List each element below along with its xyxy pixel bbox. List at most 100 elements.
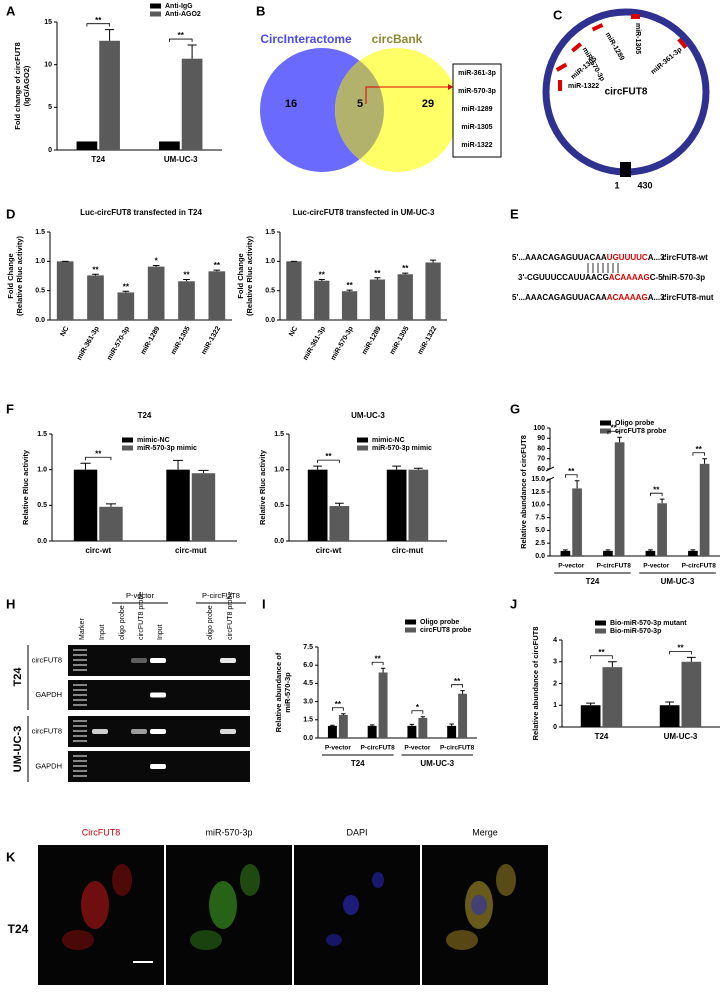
lane-label: circFUT8 probe (227, 592, 234, 640)
legend-label: miR-570-3p mimic (137, 445, 197, 452)
cell-line-label: UM-UC-3 (12, 726, 24, 772)
x-tick-label: P-vector (404, 745, 430, 752)
venn-overlap (335, 48, 384, 172)
significance: * (155, 257, 159, 266)
x-tick-label: miR-361-3p (76, 325, 101, 361)
row-label: GAPDH (35, 761, 62, 770)
y-tick-label: 3.0 (303, 698, 313, 705)
bar (659, 705, 680, 727)
bar (147, 266, 165, 320)
panel-label: G (510, 401, 520, 416)
bar (408, 469, 429, 541)
legend-swatch (595, 620, 606, 626)
gel-band (131, 658, 147, 663)
y-tick-label: 60 (537, 466, 545, 473)
legend-swatch (150, 3, 161, 9)
ladder-band (73, 735, 87, 737)
bar (99, 40, 120, 151)
significance: * (416, 703, 420, 712)
x-tick-label: P-circFUT8 (682, 563, 717, 570)
y-axis-label: (Relative Rluc activity) (245, 235, 254, 316)
bar (386, 469, 407, 541)
y-axis-label: Relative abundance of circFUT8 (531, 627, 540, 741)
junction (620, 162, 631, 177)
lane-group: P-circFUT8 (202, 591, 240, 600)
y-axis-label: Fold Change (236, 253, 245, 298)
x-tick-label: P-vector (643, 563, 669, 570)
ladder-band (73, 725, 87, 727)
bar (56, 261, 74, 320)
position-label: 430 (637, 180, 652, 190)
x-tick-label: miR-570-3p (106, 325, 131, 361)
x-tick-label: T24 (595, 732, 609, 741)
error-bar (213, 269, 221, 272)
y-tick-label: 1.0 (37, 467, 47, 474)
bar (181, 58, 203, 151)
error-bar (392, 465, 401, 470)
significance-bracket (332, 707, 344, 711)
sequence-name: circFUT8-wt (662, 253, 708, 262)
bar (367, 725, 377, 738)
y-tick-label: 0 (553, 724, 557, 731)
significance: ** (375, 654, 382, 663)
significance-bracket (565, 474, 578, 478)
x-tick-label: circ-wt (316, 546, 342, 555)
y-tick-label: 0.0 (303, 735, 313, 742)
bar (329, 506, 350, 541)
significance: ** (335, 700, 342, 709)
significance: ** (611, 423, 618, 432)
error-bar (460, 690, 465, 694)
bar (327, 725, 337, 738)
legend-swatch (405, 627, 416, 633)
gel-band (150, 692, 166, 698)
seq-site: UGUUUUC (607, 253, 648, 262)
y-axis-label: Fold Change (6, 253, 15, 298)
significance: ** (178, 31, 185, 40)
significance-bracket (86, 23, 110, 27)
y-tick-label: 0.5 (274, 502, 284, 509)
ladder-band (73, 654, 87, 656)
significance: ** (123, 282, 130, 291)
x-tick-label: P-circFUT8 (360, 745, 395, 752)
bar (191, 473, 216, 541)
bar (307, 469, 328, 541)
significance: ** (183, 271, 190, 280)
bar (99, 506, 123, 541)
legend-swatch (122, 437, 133, 443)
venn-count: 5 (357, 98, 363, 110)
y-tick-label: 10.0 (531, 502, 545, 509)
gel-band (131, 729, 147, 734)
bar (117, 292, 135, 320)
mirna-label: miR-1289 (461, 106, 492, 113)
gel-band (220, 658, 236, 663)
bar (369, 279, 386, 320)
error-bar (330, 724, 335, 726)
panel-label: E (510, 206, 519, 221)
legend-label: miR-570-3p mimic (372, 445, 432, 452)
significance: ** (454, 677, 461, 686)
lane-label: Input (157, 624, 164, 640)
panel-label: K (6, 849, 16, 864)
y-tick-label: 5.0 (535, 527, 545, 534)
error-bar (198, 469, 209, 474)
bar (178, 281, 195, 320)
binding-site (571, 42, 583, 53)
y-tick-label: 10 (44, 62, 52, 69)
venn-count: 29 (422, 98, 434, 110)
y-tick-label: 0.0 (35, 317, 45, 324)
y-axis-label: Relative Rluc activity (21, 449, 30, 525)
pairing-lines (587, 263, 619, 273)
significance: ** (92, 265, 99, 274)
cell (240, 864, 260, 896)
y-axis-label: Relative Rluc activity (258, 449, 267, 525)
legend-label: Oligo probe (420, 619, 459, 626)
significance: ** (677, 644, 684, 653)
sequence: 3'-CGUUUCCAUUAACGACAAAAGC-5' (518, 273, 665, 282)
seq-part: A...3' (648, 253, 667, 262)
channel-label: miR-570-3p (205, 827, 252, 837)
panel-label: H (6, 596, 15, 611)
panel-label: J (510, 596, 517, 611)
error-bar (152, 264, 160, 267)
seq-part: A...3' (648, 293, 667, 302)
